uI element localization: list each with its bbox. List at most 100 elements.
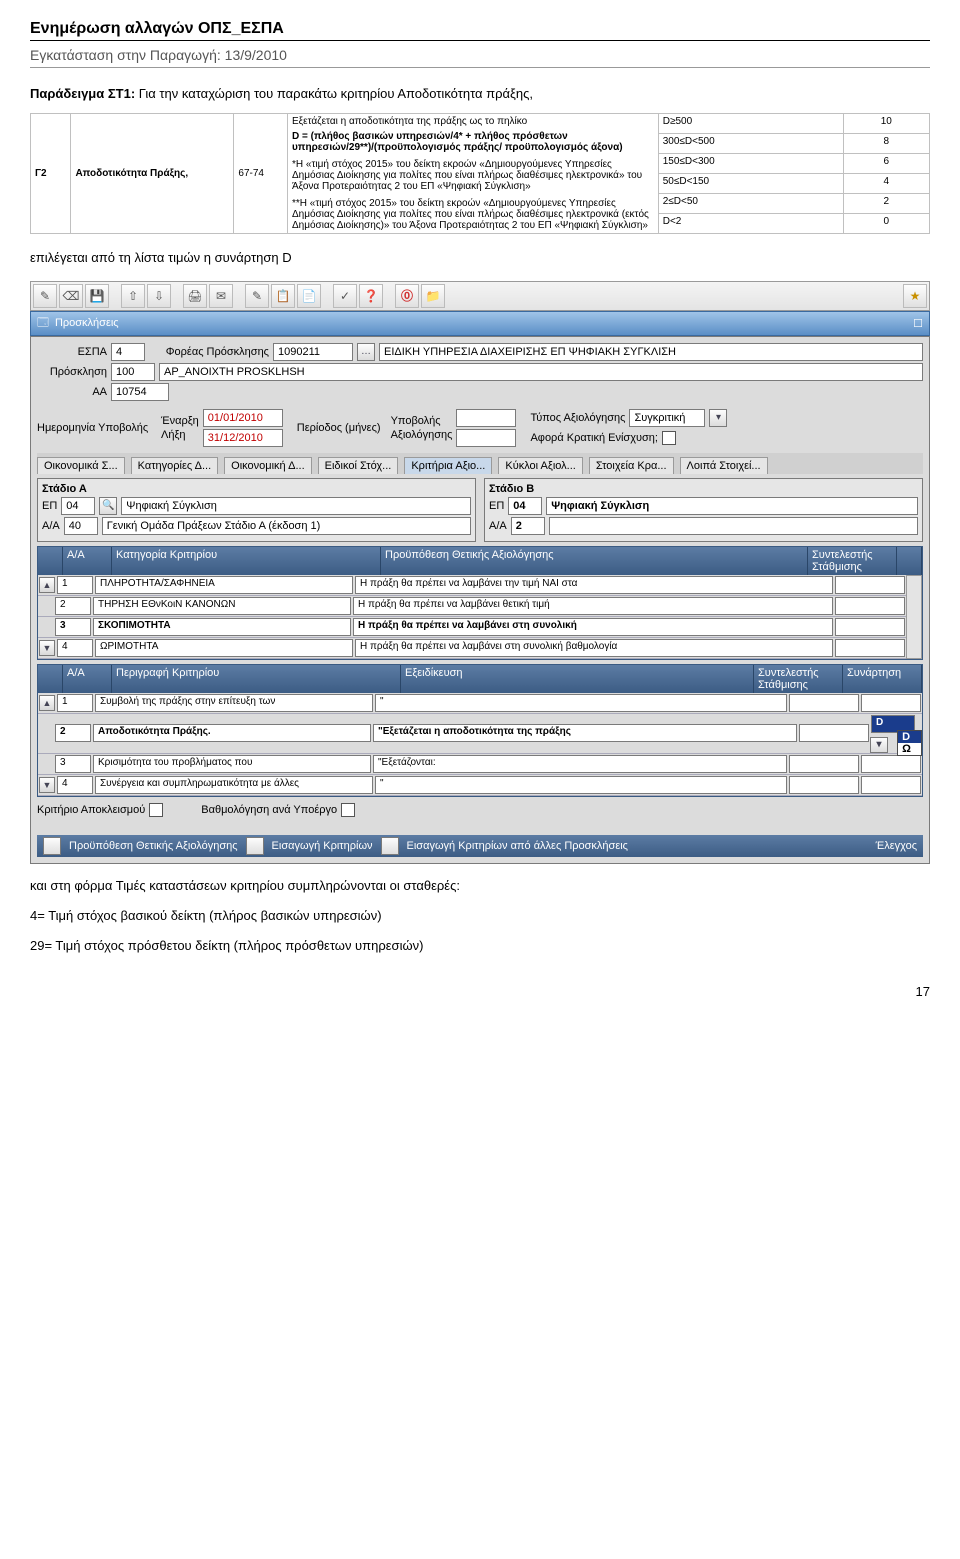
grid1-aa[interactable]: 2 bbox=[55, 597, 91, 615]
tb-print-icon[interactable]: 🖨 bbox=[183, 284, 207, 308]
grid1-kat[interactable]: ΣΚΟΠΙΜΟΤΗΤΑ bbox=[93, 618, 351, 636]
stadio-b-ep-text[interactable]: Ψηφιακή Σύγκλιση bbox=[546, 497, 918, 515]
grid2-exeidik[interactable]: "Εξετάζονται: bbox=[373, 755, 787, 773]
tab-loipa-stoixeia[interactable]: Λοιπά Στοιχεί... bbox=[680, 457, 768, 474]
tb-down-icon[interactable]: ⇩ bbox=[147, 284, 171, 308]
typos-axiol-field[interactable]: Συγκριτική bbox=[629, 409, 705, 427]
espa-field[interactable]: 4 bbox=[111, 343, 145, 361]
tab-eidikoi-stoxoi[interactable]: Ειδικοί Στόχ... bbox=[318, 457, 399, 474]
foreas-lookup-button[interactable]: … bbox=[357, 343, 375, 361]
grid2-perigrafi[interactable]: Συνέργεια και συμπληρωματικότητα με άλλε… bbox=[95, 776, 373, 794]
bbar-btn2-icon[interactable] bbox=[246, 837, 264, 855]
grid1-kat[interactable]: ΩΡΙΜΟΤΗΤΑ bbox=[95, 639, 353, 657]
stadio-b-ep-field[interactable]: 04 bbox=[508, 497, 542, 515]
tb-up-icon[interactable]: ⇧ bbox=[121, 284, 145, 308]
grid1-aa[interactable]: 1 bbox=[57, 576, 93, 594]
prosklisi-field[interactable]: 100 bbox=[111, 363, 155, 381]
crit-formula: D = (πλήθος βασικών υπηρεσιών/4* + πλήθο… bbox=[292, 131, 654, 153]
grid1-aa[interactable]: 4 bbox=[57, 639, 93, 657]
grid2-synart[interactable] bbox=[861, 694, 921, 712]
enarxi-field[interactable]: 01/01/2010 bbox=[203, 409, 283, 427]
tb-2-icon[interactable]: ⌫ bbox=[59, 284, 83, 308]
ypovolis-field[interactable] bbox=[456, 409, 516, 427]
tb-star-icon[interactable]: ★ bbox=[903, 284, 927, 308]
crit-code: Γ2 bbox=[31, 113, 71, 233]
grid1-up-icon[interactable]: ▲ bbox=[39, 577, 55, 593]
grid1-down-icon[interactable]: ▼ bbox=[39, 640, 55, 656]
stadio-a-aa-text[interactable]: Γενική Ομάδα Πράξεων Στάδιο Α (έκδοση 1) bbox=[102, 517, 471, 535]
tab-oikonomika[interactable]: Οικονομικά Σ... bbox=[37, 457, 125, 474]
tb-1-icon[interactable]: ✎ bbox=[33, 284, 57, 308]
tab-stoixeia-kra[interactable]: Στοιχεία Κρα... bbox=[589, 457, 674, 474]
stadio-a-aa-field[interactable]: 40 bbox=[64, 517, 98, 535]
tab-kritiria-axiol[interactable]: Κριτήρια Αξιο... bbox=[404, 457, 492, 474]
foreas-text-field[interactable]: ΕΙΔΙΚΗ ΥΠΗΡΕΣΙΑ ΔΙΑΧΕΙΡΙΣΗΣ ΕΠ ΨΗΦΙΑΚΗ Σ… bbox=[379, 343, 923, 361]
bbar-btn3-icon[interactable] bbox=[381, 837, 399, 855]
tb-help-icon[interactable]: ❓ bbox=[359, 284, 383, 308]
bbar-btn1-icon[interactable] bbox=[43, 837, 61, 855]
tab-oikonomiki-d[interactable]: Οικονομική Δ... bbox=[224, 457, 311, 474]
grid2-aa[interactable]: 2 bbox=[55, 724, 91, 742]
grid2-aa[interactable]: 4 bbox=[57, 776, 93, 794]
stadio-a-ep-lookup-button[interactable]: 🔍 bbox=[99, 497, 117, 515]
grid2-synart[interactable] bbox=[861, 755, 921, 773]
stadio-b-aa-text[interactable] bbox=[549, 517, 918, 535]
grid2-synart-dropdown-list[interactable]: D Ω bbox=[897, 730, 922, 756]
grid2-synart-dropdown-icon[interactable]: ▾ bbox=[870, 737, 888, 753]
apokleismou-checkbox[interactable] bbox=[149, 803, 163, 817]
tb-check-icon[interactable]: ✓ bbox=[333, 284, 357, 308]
grid2-perigrafi[interactable]: Συμβολή της πράξης στην επίτευξη των bbox=[95, 694, 373, 712]
grid2-synt[interactable] bbox=[789, 755, 859, 773]
foreas-code-field[interactable]: 1090211 bbox=[273, 343, 353, 361]
grid1-kat[interactable]: ΤΗΡΗΣΗ ΕΘνΚοιΝ ΚΑΝΟΝΩΝ bbox=[93, 597, 351, 615]
axiologisis-field[interactable] bbox=[456, 429, 516, 447]
grid2-perigrafi[interactable]: Αποδοτικότητα Πράξης. bbox=[93, 724, 371, 742]
prosklisi-text-field[interactable]: ΑΡ_ΑΝΟΙΧΤΗ PROSKLHSH bbox=[159, 363, 923, 381]
grid2-aa[interactable]: 1 bbox=[57, 694, 93, 712]
tab-katigories[interactable]: Κατηγορίες Δ... bbox=[131, 457, 219, 474]
stadio-a-ep-field[interactable]: 04 bbox=[61, 497, 95, 515]
bathmologisi-checkbox[interactable] bbox=[341, 803, 355, 817]
grid1-h-synt: Συντελεστής Στάθμισης bbox=[808, 547, 897, 575]
grid2-aa[interactable]: 3 bbox=[55, 755, 91, 773]
grid1-synt[interactable] bbox=[835, 597, 905, 615]
tb-copy-icon[interactable]: 📋 bbox=[271, 284, 295, 308]
grid2-synt[interactable] bbox=[789, 694, 859, 712]
stadio-a-ep-text[interactable]: Ψηφιακή Σύγκλιση bbox=[121, 497, 471, 515]
form-body: ΕΣΠΑ 4 Φορέας Πρόσκλησης 1090211 … ΕΙΔΙΚ… bbox=[30, 336, 930, 864]
tb-stop-icon[interactable]: ⓪ bbox=[395, 284, 419, 308]
grid1-proyp[interactable]: Η πράξη θα πρέπει να λαμβάνει θετική τιμ… bbox=[353, 597, 833, 615]
dropdown-option[interactable]: D bbox=[898, 731, 921, 743]
window-controls-icon[interactable]: ☐ bbox=[913, 317, 923, 330]
kratiki-enisxysi-checkbox[interactable] bbox=[662, 431, 676, 445]
dropdown-option[interactable]: Ω bbox=[898, 743, 921, 755]
grid1-synt[interactable] bbox=[835, 639, 905, 657]
grid1-proyp[interactable]: Η πράξη θα πρέπει να λαμβάνει στη συνολι… bbox=[353, 618, 833, 636]
grid2-synt[interactable] bbox=[789, 776, 859, 794]
grid2-exeidik[interactable]: "Εξετάζεται η αποδοτικότητα της πράξης bbox=[373, 724, 797, 742]
tb-3-icon[interactable]: 💾 bbox=[85, 284, 109, 308]
grid1-kat[interactable]: ΠΛΗΡΟΤΗΤΑ/ΣΑΦΗΝΕΙΑ bbox=[95, 576, 353, 594]
grid1-synt[interactable] bbox=[835, 618, 905, 636]
tab-kykloi-axiol[interactable]: Κύκλοι Αξιολ... bbox=[498, 457, 582, 474]
grid1-aa[interactable]: 3 bbox=[55, 618, 91, 636]
lixi-field[interactable]: 31/12/2010 bbox=[203, 429, 283, 447]
stadio-b-aa-field[interactable]: 2 bbox=[511, 517, 545, 535]
grid2-up-icon[interactable]: ▲ bbox=[39, 695, 55, 711]
grid1-proyp[interactable]: Η πράξη θα πρέπει να λαμβάνει στη συνολι… bbox=[355, 639, 833, 657]
tb-new-icon[interactable]: 📄 bbox=[297, 284, 321, 308]
aa-field[interactable]: 10754 bbox=[111, 383, 169, 401]
grid2-exeidik[interactable]: " bbox=[375, 776, 787, 794]
grid2-synart[interactable] bbox=[861, 776, 921, 794]
tb-folder-icon[interactable]: 📁 bbox=[421, 284, 445, 308]
grid2-synt[interactable] bbox=[799, 724, 869, 742]
grid2-exeidik[interactable]: " bbox=[375, 694, 787, 712]
typos-axiol-dropdown-icon[interactable]: ▾ bbox=[709, 409, 727, 427]
grid2-perigrafi[interactable]: Κρισιμότητα του προβλήματος που bbox=[93, 755, 371, 773]
grid1-vscrollbar[interactable] bbox=[906, 575, 922, 659]
grid1-proyp[interactable]: Η πράξη θα πρέπει να λαμβάνει την τιμή Ν… bbox=[355, 576, 833, 594]
grid2-down-icon[interactable]: ▼ bbox=[39, 777, 55, 793]
tb-edit-icon[interactable]: ✎ bbox=[245, 284, 269, 308]
tb-mail-icon[interactable]: ✉ bbox=[209, 284, 233, 308]
grid1-synt[interactable] bbox=[835, 576, 905, 594]
